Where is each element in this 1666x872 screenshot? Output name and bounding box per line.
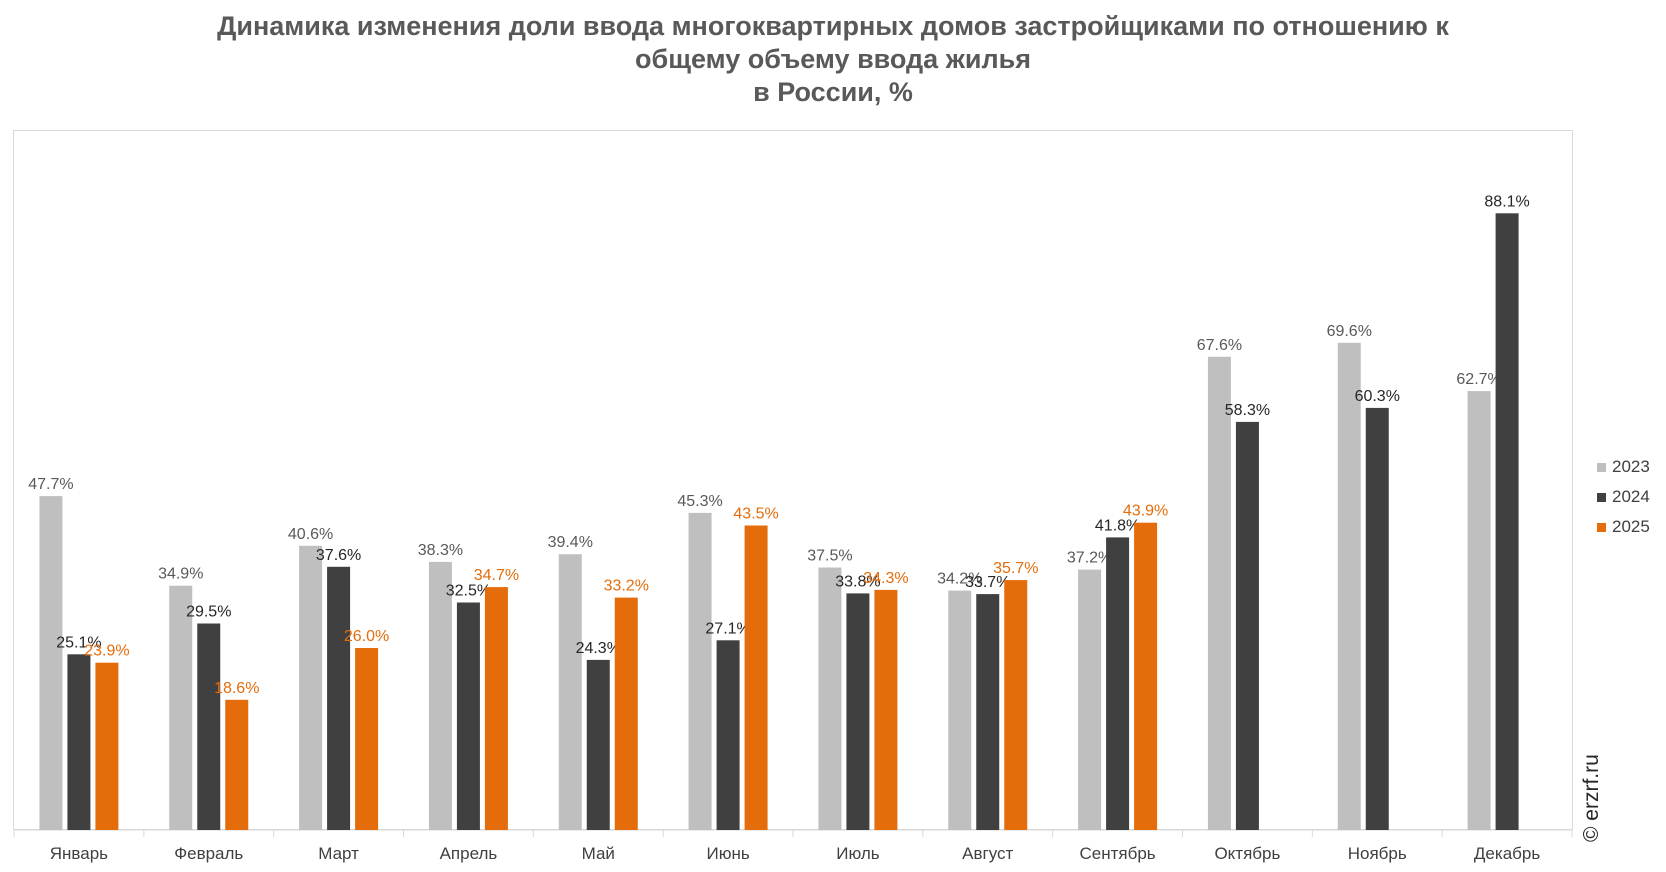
data-label-2023-Апрель: 38.3%: [418, 542, 463, 559]
data-label-2024-Декабрь: 88.1%: [1484, 193, 1529, 210]
bar-2025-Сентябрь: [1134, 522, 1158, 830]
x-tick-label-Декабрь: Декабрь: [1474, 844, 1540, 863]
bar-2023-Июнь: [688, 512, 712, 830]
data-label-2023-Август: 34.2%: [937, 571, 982, 588]
data-label-2025-Май: 33.2%: [604, 578, 649, 595]
data-label-2024-Июнь: 27.1%: [705, 620, 750, 637]
legend-item-2023: 2023: [1597, 452, 1650, 482]
bar-2025-Март: [355, 648, 379, 830]
legend-label-2023: 2023: [1612, 457, 1650, 476]
bar-2023-Декабрь: [1467, 391, 1491, 830]
bar-2024-Март: [327, 566, 351, 830]
legend-label-2025: 2025: [1612, 517, 1650, 536]
data-label-2023-Октябрь: 67.6%: [1197, 337, 1242, 354]
data-label-2024-Май: 24.3%: [576, 640, 621, 657]
chart-title-line-2: общему объему ввода жилья: [635, 44, 1031, 74]
data-label-2024-Ноябрь: 60.3%: [1355, 388, 1400, 405]
bar-2023-Сентябрь: [1078, 569, 1102, 830]
bar-2025-Июль: [874, 589, 898, 830]
data-label-2024-Февраль: 29.5%: [186, 604, 231, 621]
bar-2025-Июнь: [744, 525, 768, 830]
bar-2023-Апрель: [428, 561, 452, 830]
bar-2023-Май: [558, 554, 582, 830]
x-tick-label-Сентябрь: Сентябрь: [1079, 844, 1155, 863]
bar-2023-Июль: [818, 567, 842, 830]
data-label-2025-Январь: 23.9%: [84, 643, 129, 660]
bar-2024-Февраль: [197, 623, 221, 830]
bar-2023-Февраль: [169, 585, 193, 830]
data-label-2025-Март: 26.0%: [344, 628, 389, 645]
legend: 2023 2024 2025: [1597, 452, 1650, 542]
bar-2023-Январь: [39, 496, 63, 830]
legend-swatch-2023: [1597, 462, 1606, 472]
data-label-2023-Январь: 47.7%: [28, 476, 73, 493]
bar-2024-Октябрь: [1235, 421, 1259, 830]
x-tick-label-Май: Май: [582, 844, 615, 863]
data-label-2024-Август: 33.7%: [965, 574, 1010, 591]
x-tick-label-Июль: Июль: [836, 844, 880, 863]
x-tick-label-Январь: Январь: [50, 844, 108, 863]
bar-2024-Июнь: [716, 640, 740, 830]
bar-2024-Ноябрь: [1365, 407, 1389, 830]
bar-2025-Февраль: [225, 699, 249, 830]
x-tick-label-Июнь: Июнь: [706, 844, 749, 863]
bar-2024-Август: [976, 594, 1000, 830]
data-label-2023-Май: 39.4%: [548, 534, 593, 551]
chart-title-line-3: в России, %: [753, 77, 913, 107]
bar-2024-Декабрь: [1495, 213, 1519, 831]
data-label-2025-Апрель: 34.7%: [474, 567, 519, 584]
data-label-2025-Сентябрь: 43.9%: [1123, 503, 1168, 520]
data-label-2025-Июль: 34.3%: [863, 570, 908, 587]
data-label-2023-Декабрь: 62.7%: [1456, 371, 1501, 388]
legend-item-2024: 2024: [1597, 482, 1650, 512]
bar-2025-Январь: [95, 662, 119, 830]
bar-2025-Апрель: [484, 587, 508, 830]
x-tick-label-Март: Март: [318, 844, 359, 863]
data-label-2024-Сентябрь: 41.8%: [1095, 517, 1140, 534]
chart-title: Динамика изменения доли ввода многокварт…: [0, 10, 1666, 109]
bar-2024-Апрель: [456, 602, 480, 830]
legend-swatch-2024: [1597, 492, 1606, 502]
legend-swatch-2025: [1597, 522, 1606, 532]
data-label-2024-Апрель: 32.5%: [446, 583, 491, 600]
x-tick-label-Апрель: Апрель: [440, 844, 498, 863]
x-tick-label-Февраль: Февраль: [174, 844, 243, 863]
bar-2024-Май: [586, 659, 610, 830]
chart-title-line-1: Динамика изменения доли ввода многокварт…: [217, 11, 1449, 41]
data-label-2025-Февраль: 18.6%: [214, 680, 259, 697]
watermark: © erzrf.ru: [1580, 754, 1603, 842]
bar-2023-Ноябрь: [1337, 342, 1361, 830]
data-label-2023-Июнь: 45.3%: [677, 493, 722, 510]
data-label-2023-Ноябрь: 69.6%: [1327, 323, 1372, 340]
bar-2024-Июль: [846, 593, 870, 830]
legend-item-2025: 2025: [1597, 512, 1650, 542]
data-label-2023-Февраль: 34.9%: [158, 566, 203, 583]
x-tick-label-Август: Август: [962, 844, 1013, 863]
bar-2025-Май: [614, 597, 638, 830]
bar-2024-Январь: [67, 654, 91, 830]
data-label-2024-Март: 37.6%: [316, 547, 361, 564]
data-label-2025-Август: 35.7%: [993, 560, 1038, 577]
data-label-2023-Сентябрь: 37.2%: [1067, 550, 1112, 567]
x-tick-label-Ноябрь: Ноябрь: [1348, 844, 1407, 863]
data-label-2024-Июль: 33.8%: [835, 573, 880, 590]
bar-2025-Август: [1004, 580, 1028, 830]
x-tick-label-Октябрь: Октябрь: [1214, 844, 1280, 863]
bar-2024-Сентябрь: [1106, 537, 1130, 830]
data-label-2024-Январь: 25.1%: [56, 634, 101, 651]
bar-2023-Март: [299, 545, 323, 830]
data-label-2025-Июнь: 43.5%: [733, 506, 778, 523]
data-label-2024-Октябрь: 58.3%: [1225, 402, 1270, 419]
bar-2023-Август: [948, 590, 972, 830]
bar-2023-Октябрь: [1207, 356, 1231, 830]
data-label-2023-Июль: 37.5%: [807, 548, 852, 565]
legend-label-2024: 2024: [1612, 487, 1650, 506]
data-label-2023-Март: 40.6%: [288, 526, 333, 543]
